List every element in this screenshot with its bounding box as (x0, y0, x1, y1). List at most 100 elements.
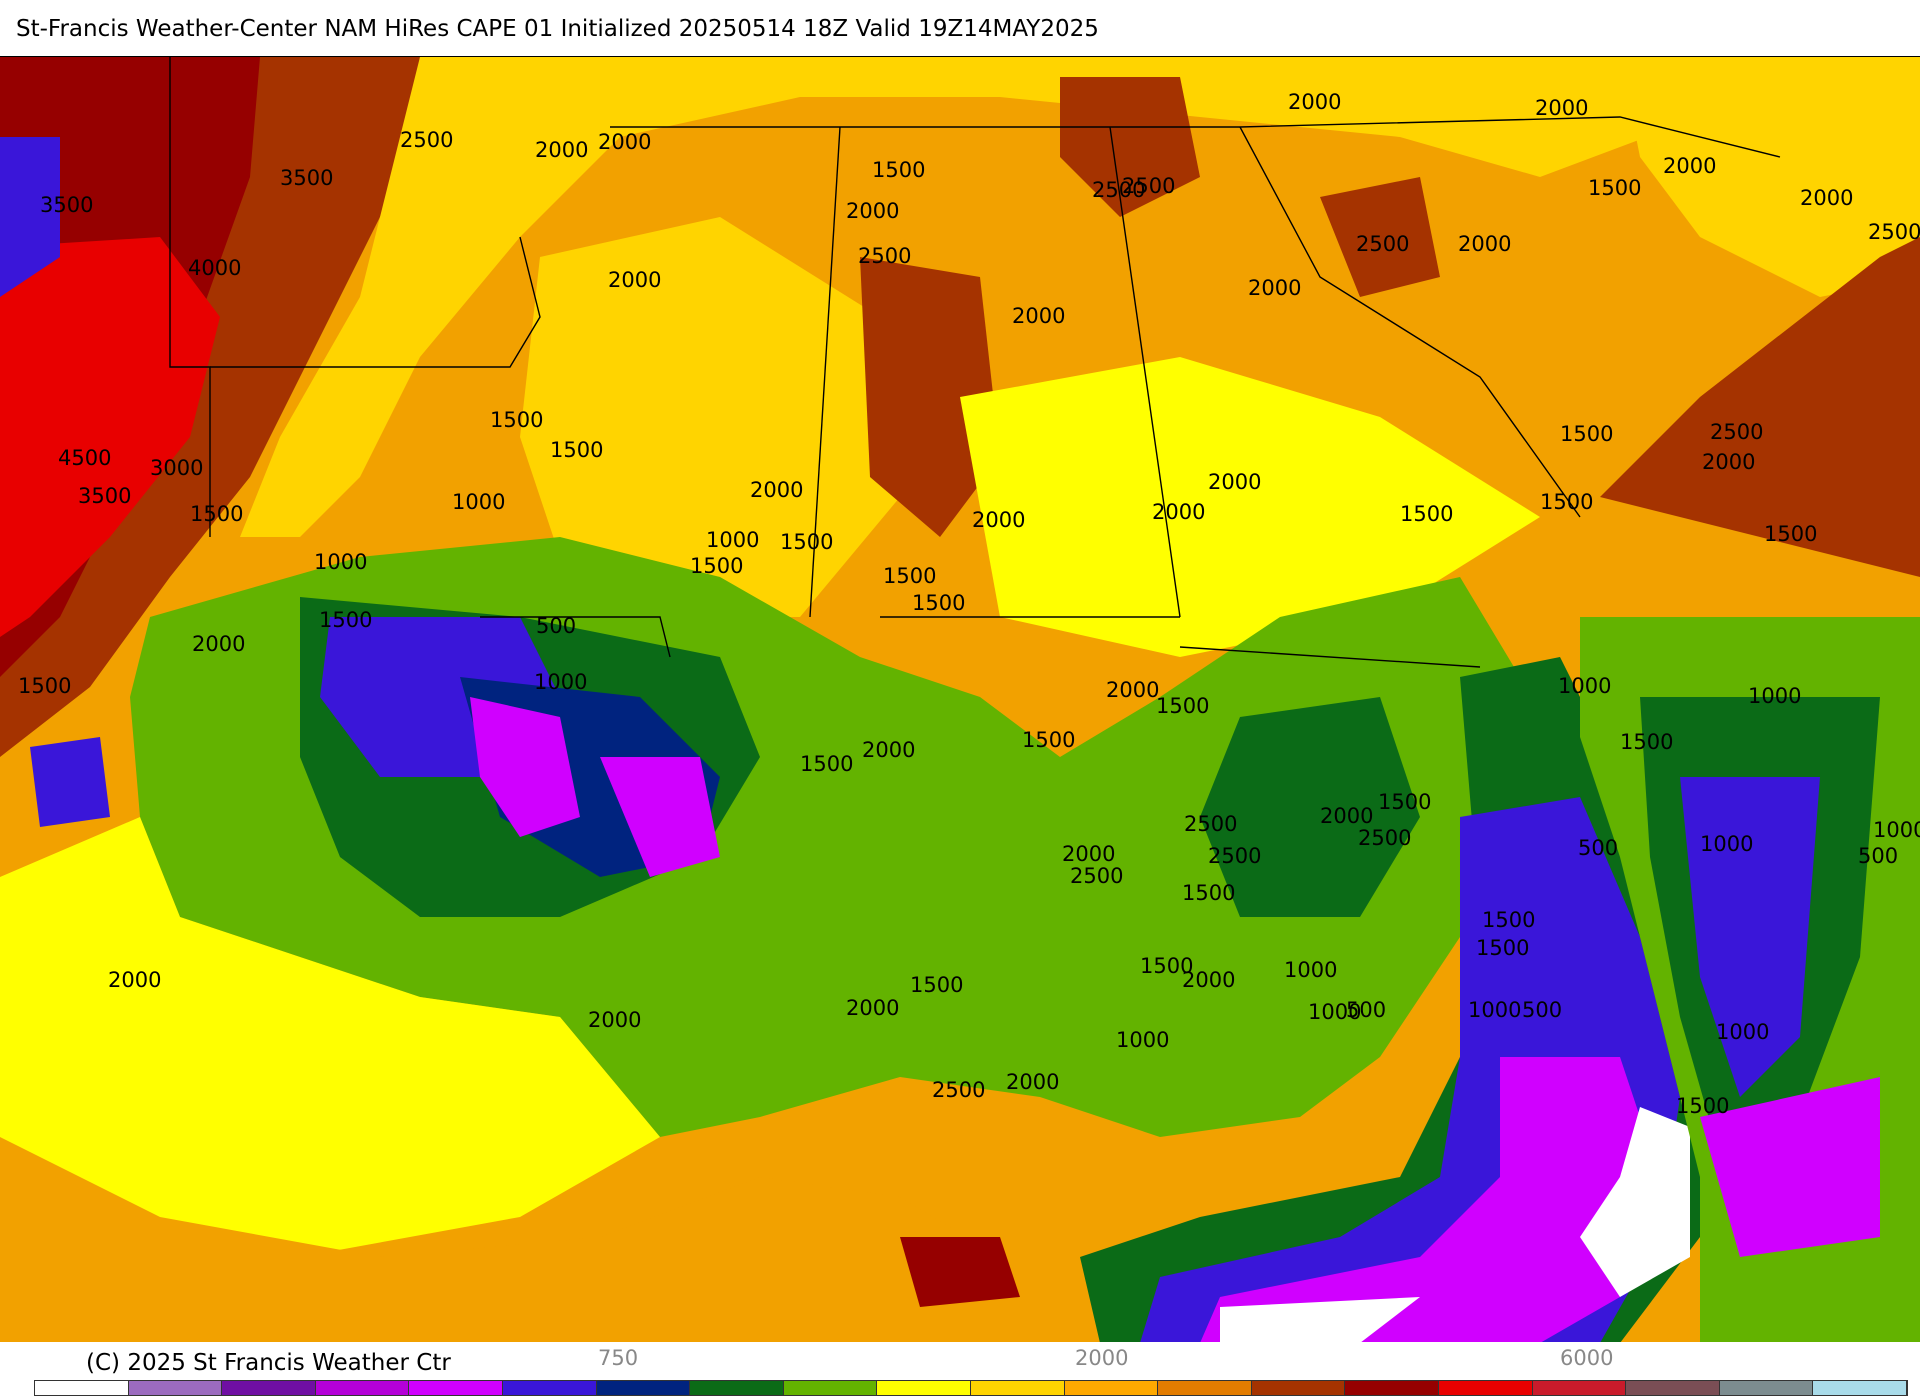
contour-label: 2500 (1122, 174, 1175, 198)
color-scale-swatch (222, 1381, 316, 1395)
contour-label: 1000 (1308, 1000, 1361, 1024)
color-scale-swatch (128, 1381, 223, 1395)
contour-label: 2000 (108, 968, 161, 992)
contour-label: 2500 (1092, 178, 1145, 202)
contour-label: 3500 (40, 193, 93, 217)
contour-label: 500 (1578, 836, 1618, 860)
color-scale-swatch (1719, 1381, 1814, 1395)
contour-label: 1000 (1116, 1028, 1169, 1052)
contour-label: 1500 (872, 158, 925, 182)
cape-map: 2500 3500 3500 4000 2000 2000 1500 2000 2500 2000… (0, 56, 1920, 1344)
contour-label: 2500 (1358, 826, 1411, 850)
contour-label: 2500 (400, 128, 453, 152)
contour-label: 2000 (588, 1008, 641, 1032)
copyright-text: (C) 2025 St Francis Weather Ctr (86, 1350, 451, 1376)
cape-field-nw-blue (0, 137, 60, 297)
contour-label: 2000 (1535, 96, 1588, 120)
contour-label: 2500 (1208, 844, 1261, 868)
contour-label: 1500 (1378, 790, 1431, 814)
contour-label: 4500 (58, 446, 111, 470)
contour-label: 1500 (190, 502, 243, 526)
contour-label: 2000 (972, 508, 1025, 532)
cape-field-atlantic-dark (1600, 237, 1920, 577)
cape-field-gulf-orange (0, 1137, 1000, 1343)
cape-field-gulf-maroon (900, 1237, 1020, 1307)
contour-label: 500 (1346, 998, 1386, 1022)
contour-label: 2000 (1208, 470, 1261, 494)
cape-field-gulf-white (1220, 1297, 1420, 1343)
contour-label: 2000 (1288, 90, 1341, 114)
contour-label: 1500 (1476, 936, 1529, 960)
contour-label: 1500 (912, 591, 965, 615)
contour-label: 2000 (1800, 186, 1853, 210)
contour-label: 1500 (1620, 730, 1673, 754)
color-scale-bar (34, 1380, 1908, 1396)
contour-label: 2500 (1868, 220, 1920, 244)
contour-label: 1500 (1400, 502, 1453, 526)
contour-label: 2500 (1184, 812, 1237, 836)
contour-label: 2000 (1248, 276, 1301, 300)
contour-label: 2000 (750, 478, 803, 502)
chart-title: St-Francis Weather-Center NAM HiRes CAPE… (16, 16, 1099, 42)
color-scale-swatch (1438, 1381, 1533, 1395)
contour-label: 2000 (192, 632, 245, 656)
cape-map-canvas (0, 57, 1920, 1343)
contour-label: 1500 (1156, 694, 1209, 718)
contour-label: 1500 (490, 408, 543, 432)
cape-field-atlantic-magenta (1700, 1077, 1880, 1257)
color-scale-swatch (690, 1381, 784, 1395)
contour-label: 1500 (1022, 728, 1075, 752)
color-scale-swatch (1251, 1381, 1346, 1395)
state-borders (169, 57, 1781, 668)
scale-label-750: 750 (598, 1346, 639, 1370)
contour-label: 2000 (1106, 678, 1159, 702)
cape-field-ms-gold (520, 217, 900, 617)
contour-label: 2000 (535, 138, 588, 162)
contour-label: 2000 (1663, 154, 1716, 178)
cape-field-gulf-yellow (0, 817, 660, 1277)
color-scale-swatch (877, 1381, 971, 1395)
contour-label: 2000 (846, 199, 899, 223)
contour-label: 2000 (846, 996, 899, 1020)
title-bar: St-Francis Weather-Center NAM HiRes CAPE… (0, 0, 1920, 56)
contour-label: 4000 (188, 256, 241, 280)
contour-label: 2000 (1182, 968, 1235, 992)
color-scale-swatch (35, 1381, 129, 1395)
contour-label: 2000 (1012, 304, 1065, 328)
contour-label: 1500 (1140, 954, 1193, 978)
cape-field-ga-dark (1320, 177, 1440, 297)
color-scale-swatch (596, 1381, 691, 1395)
cape-field-tx-blue (30, 737, 110, 827)
contour-label: 1500 (18, 674, 71, 698)
contour-label: 1500 (1676, 1094, 1729, 1118)
cape-field-tn-dark (1060, 77, 1200, 217)
contour-label: 1000 (314, 550, 367, 574)
cape-field-fl-white (1580, 1107, 1690, 1297)
color-scale-swatch (783, 1381, 878, 1395)
color-scale-swatch (502, 1381, 597, 1395)
footer: (C) 2025 St Francis Weather Ctr 750 2000… (0, 1342, 1920, 1400)
contour-label: 2500 (932, 1078, 985, 1102)
contour-label: 3000 (150, 456, 203, 480)
contour-label: 3500 (280, 166, 333, 190)
color-scale-swatch (1158, 1381, 1252, 1395)
contour-label: 2500 (858, 244, 911, 268)
cape-field-fl-magenta (1200, 1057, 1660, 1343)
cape-field-west-red (0, 237, 220, 637)
contour-label: 1000 (1873, 818, 1920, 842)
contour-label: 2000 (1152, 500, 1205, 524)
contour-label: 1500 (780, 530, 833, 554)
cape-field-gulf-darkgreen (1200, 697, 1420, 917)
contour-label: 2500 (1070, 864, 1123, 888)
contour-label: 1500 (550, 438, 603, 462)
color-scale-swatch (409, 1381, 503, 1395)
contour-label: 1000 (1716, 1020, 1769, 1044)
cape-field-la-magenta-2 (600, 757, 720, 877)
scale-label-6000: 6000 (1560, 1346, 1614, 1370)
color-scale-swatch (1532, 1381, 1627, 1395)
contour-label: 1000 (1284, 958, 1337, 982)
contour-label: 1500 (1764, 522, 1817, 546)
contour-label: 1500 (1482, 908, 1535, 932)
contour-label: 1500 (1540, 490, 1593, 514)
